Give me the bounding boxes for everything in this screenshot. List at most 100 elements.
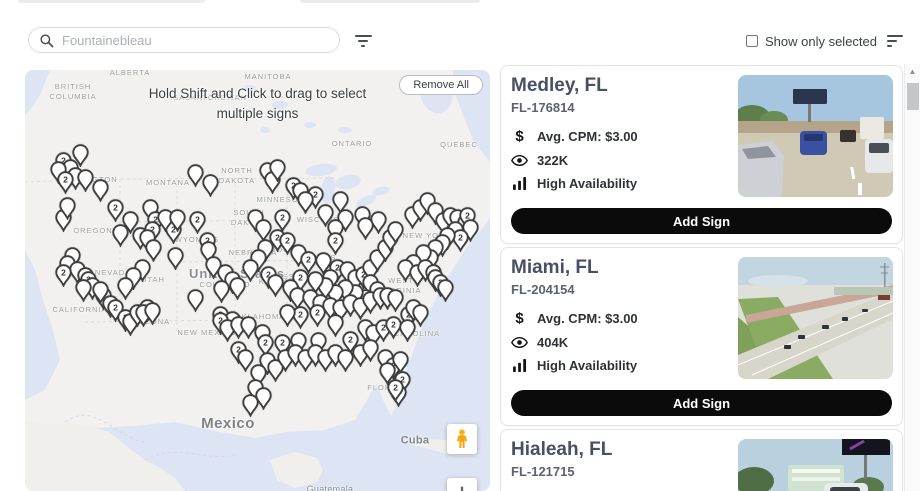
map-sign-pin[interactable] xyxy=(145,239,162,262)
map-sign-pin[interactable] xyxy=(169,209,186,232)
map-cluster-pin[interactable]: 2 xyxy=(385,316,402,339)
eye-icon xyxy=(511,154,528,167)
card-city: Miami, FL xyxy=(511,257,599,278)
add-sign-button[interactable]: Add Sign xyxy=(511,208,892,234)
map-sign-pin[interactable] xyxy=(242,394,259,417)
map-cluster-pin[interactable]: 2 xyxy=(55,264,72,287)
availability-bars-icon xyxy=(511,358,528,372)
svg-text:2: 2 xyxy=(285,236,290,246)
map-sign-pin[interactable] xyxy=(327,344,344,367)
map-sign-pin[interactable] xyxy=(379,362,396,385)
scrollbar-thumb[interactable] xyxy=(907,83,919,110)
map-sign-pin[interactable] xyxy=(269,159,286,182)
map-sign-pin[interactable] xyxy=(297,191,314,214)
map-cluster-pin[interactable]: 2 xyxy=(189,211,206,234)
map-sign-pin[interactable] xyxy=(72,144,89,167)
map-sign-pin[interactable] xyxy=(317,204,334,227)
filter-icon[interactable] xyxy=(353,32,373,50)
map-sign-pin[interactable] xyxy=(307,344,324,367)
map-sign-pin[interactable] xyxy=(77,169,94,192)
map-sign-pin[interactable] xyxy=(259,352,276,375)
list-scrollbar[interactable]: ▲ xyxy=(904,64,920,491)
map-cluster-pin[interactable]: 2 xyxy=(230,341,247,364)
map-sign-pin[interactable] xyxy=(92,179,109,202)
svg-text:2: 2 xyxy=(291,181,296,191)
svg-text:2: 2 xyxy=(266,270,271,280)
map-sign-pin[interactable] xyxy=(240,316,257,339)
map-sign-pin[interactable] xyxy=(122,211,139,234)
map-cluster-pin[interactable]: 2 xyxy=(300,251,317,274)
map-sign-pin[interactable] xyxy=(437,279,454,302)
sign-card-hialeah[interactable]: Hialeah, FL FL-121715 xyxy=(500,429,903,491)
map-sign-pin[interactable] xyxy=(357,217,374,240)
map-sign-pin[interactable] xyxy=(287,344,304,367)
show-only-selected-checkbox[interactable] xyxy=(745,35,758,47)
map-sign-pin[interactable] xyxy=(237,349,254,372)
map-sign-pin[interactable] xyxy=(187,164,204,187)
map-sign-pin[interactable] xyxy=(282,279,299,302)
map-sign-pin[interactable] xyxy=(205,256,222,279)
search-box[interactable] xyxy=(28,27,340,53)
map-sign-pin[interactable] xyxy=(427,202,444,225)
remove-all-button[interactable]: Remove All xyxy=(399,75,483,95)
map-cluster-pin[interactable]: 2 xyxy=(327,232,344,255)
sign-card-medley[interactable]: Medley, FL FL-176814 $ Avg. CPM: $3.00 3… xyxy=(500,65,903,244)
zoom-in-button[interactable]: + xyxy=(447,478,477,491)
pegman-street-view-button[interactable] xyxy=(447,424,477,454)
sign-card-miami[interactable]: Miami, FL FL-204154 $ Avg. CPM: $3.00 40… xyxy=(500,247,903,426)
map-cluster-pin[interactable]: 2 xyxy=(387,379,404,402)
svg-text:2: 2 xyxy=(393,383,398,393)
map-sign-pin[interactable] xyxy=(337,209,354,232)
map-sign-pin[interactable] xyxy=(144,302,161,325)
map-cluster-pin[interactable]: 2 xyxy=(279,232,296,255)
map-sign-pin[interactable] xyxy=(117,277,134,300)
map-sign-pin[interactable] xyxy=(290,244,307,267)
map-sign-pin[interactable] xyxy=(267,274,284,297)
map-sign-pin[interactable] xyxy=(412,304,429,327)
map-sign-pin[interactable] xyxy=(462,219,479,242)
map-cluster-pin[interactable]: 2 xyxy=(260,266,277,289)
map-sign-pin[interactable] xyxy=(202,174,219,197)
map-sign-pin[interactable] xyxy=(59,197,76,220)
map-sign-pin[interactable] xyxy=(112,224,129,247)
map-sign-pin[interactable] xyxy=(167,247,184,270)
map-sign-pin[interactable] xyxy=(229,277,246,300)
show-only-selected-toggle[interactable]: Show only selected xyxy=(745,34,877,49)
map-cluster-pin[interactable]: 2 xyxy=(107,299,124,322)
svg-text:2: 2 xyxy=(280,213,285,223)
map-sign-pin[interactable] xyxy=(397,259,414,282)
map-sign-pin[interactable] xyxy=(134,259,151,282)
map-sign-pin[interactable] xyxy=(247,209,264,232)
map-sign-pin[interactable] xyxy=(417,259,434,282)
map-sign-pin[interactable] xyxy=(213,280,230,303)
map-canvas[interactable]: BRITISH COLUMBIA ALBERTA SASKATCHEWAN MANIT… xyxy=(25,70,490,491)
scrollbar-up-arrow[interactable]: ▲ xyxy=(908,67,917,76)
map-sign-pin[interactable] xyxy=(387,289,404,312)
map-sign-pin[interactable] xyxy=(242,259,259,282)
map-sign-pin[interactable] xyxy=(187,289,204,312)
map-sign-pin[interactable] xyxy=(327,314,344,337)
map-sign-pin[interactable] xyxy=(337,349,354,372)
map-sign-pin[interactable] xyxy=(92,281,109,304)
map-sign-pin[interactable] xyxy=(255,387,272,410)
map-sign-pin[interactable] xyxy=(279,304,296,327)
map-sign-pin[interactable] xyxy=(250,249,267,272)
svg-text:2: 2 xyxy=(335,263,340,273)
map-sign-pin[interactable] xyxy=(370,211,387,234)
map-cluster-pin[interactable]: 2 xyxy=(274,209,291,232)
search-input[interactable] xyxy=(62,32,329,48)
map-cluster-pin[interactable]: 2 xyxy=(309,304,326,327)
map-sign-pin[interactable] xyxy=(387,221,404,244)
map-sign-pin[interactable] xyxy=(125,267,142,290)
add-sign-button[interactable]: Add Sign xyxy=(511,390,892,416)
svg-text:2: 2 xyxy=(63,175,68,185)
map-sign-pin[interactable] xyxy=(357,319,374,342)
map-sign-pin[interactable] xyxy=(419,192,436,215)
map-cluster-pin[interactable]: 2 xyxy=(57,171,74,194)
map-sign-pin[interactable] xyxy=(362,339,379,362)
map-cluster-pin[interactable]: 2 xyxy=(307,186,324,209)
map-sign-pin[interactable] xyxy=(75,279,92,302)
map-sign-pin[interactable] xyxy=(399,319,416,342)
sort-icon[interactable] xyxy=(887,32,903,50)
map-cluster-pin[interactable]: 2 xyxy=(107,199,124,222)
